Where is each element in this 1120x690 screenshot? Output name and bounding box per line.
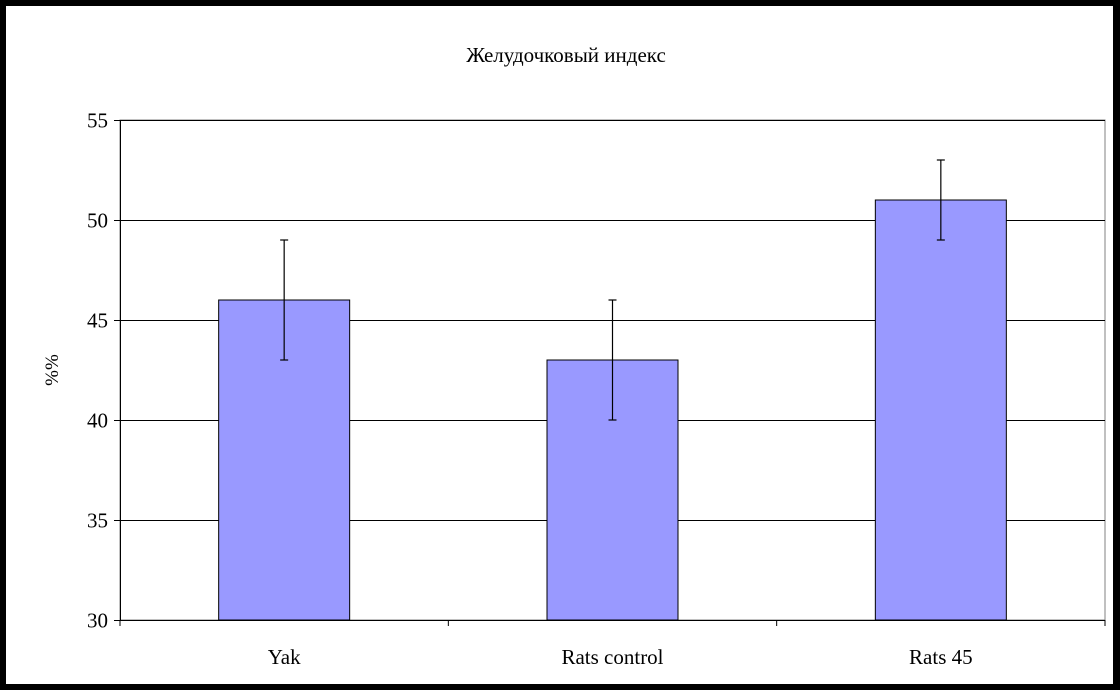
tick-labels: 30 35 40 45 50 55 Yak Rats control Rats 45	[87, 109, 973, 670]
bars	[218, 159, 1007, 621]
x-tick-label: Rats 45	[909, 645, 973, 669]
y-tick-label: 35	[87, 509, 108, 533]
axes	[114, 120, 1106, 626]
y-axis-label: %%	[42, 354, 63, 386]
y-tick-label: 55	[87, 109, 108, 133]
y-tick-label: 30	[87, 609, 108, 633]
y-tick-label: 45	[87, 309, 108, 333]
y-tick-label: 40	[87, 409, 108, 433]
bar	[874, 199, 1007, 621]
x-tick-label: Rats control	[561, 645, 663, 669]
y-tick-label: 50	[87, 209, 108, 233]
bar	[546, 359, 679, 621]
x-tick-label: Yak	[268, 645, 301, 669]
chart-title: Желудочковый индекс	[466, 43, 666, 67]
